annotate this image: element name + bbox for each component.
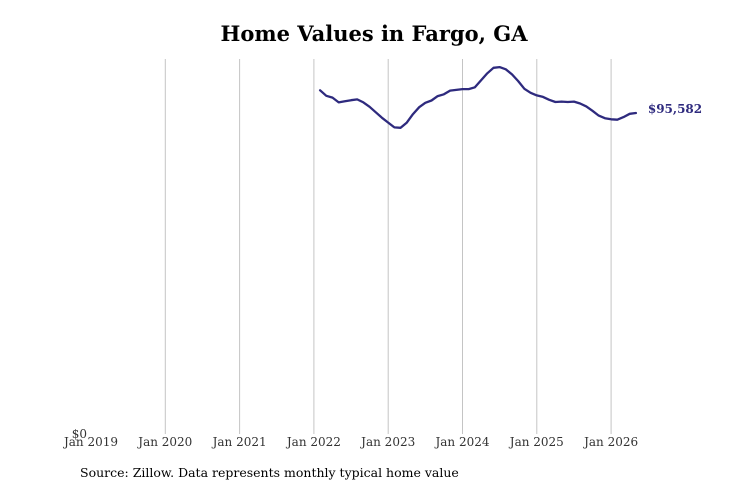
- x-axis-ticks: Jan 2019 Jan 2020 Jan 2021 Jan 2022 Jan 2023…: [62, 435, 638, 449]
- y-axis-ticks: $0: [72, 427, 87, 441]
- x-tick-label: Jan 2022: [285, 435, 341, 449]
- x-tick-label: Jan 2025: [508, 435, 564, 449]
- x-tick-label: Jan 2023: [359, 435, 415, 449]
- latest-value-label: $95,582: [648, 102, 702, 116]
- grid-lines: [164, 59, 612, 434]
- x-tick-label: Jan 2024: [433, 435, 489, 449]
- x-tick-label: Jan 2021: [211, 435, 267, 449]
- y-tick-label: $0: [72, 427, 87, 441]
- x-tick-label: Jan 2019: [62, 435, 118, 449]
- source-note: Source: Zillow. Data represents monthly …: [80, 465, 459, 480]
- chart-title: Home Values in Fargo, GA: [221, 21, 529, 46]
- x-tick-label: Jan 2026: [582, 435, 638, 449]
- home-value-line: [318, 65, 638, 129]
- x-tick-label: Jan 2020: [136, 435, 192, 449]
